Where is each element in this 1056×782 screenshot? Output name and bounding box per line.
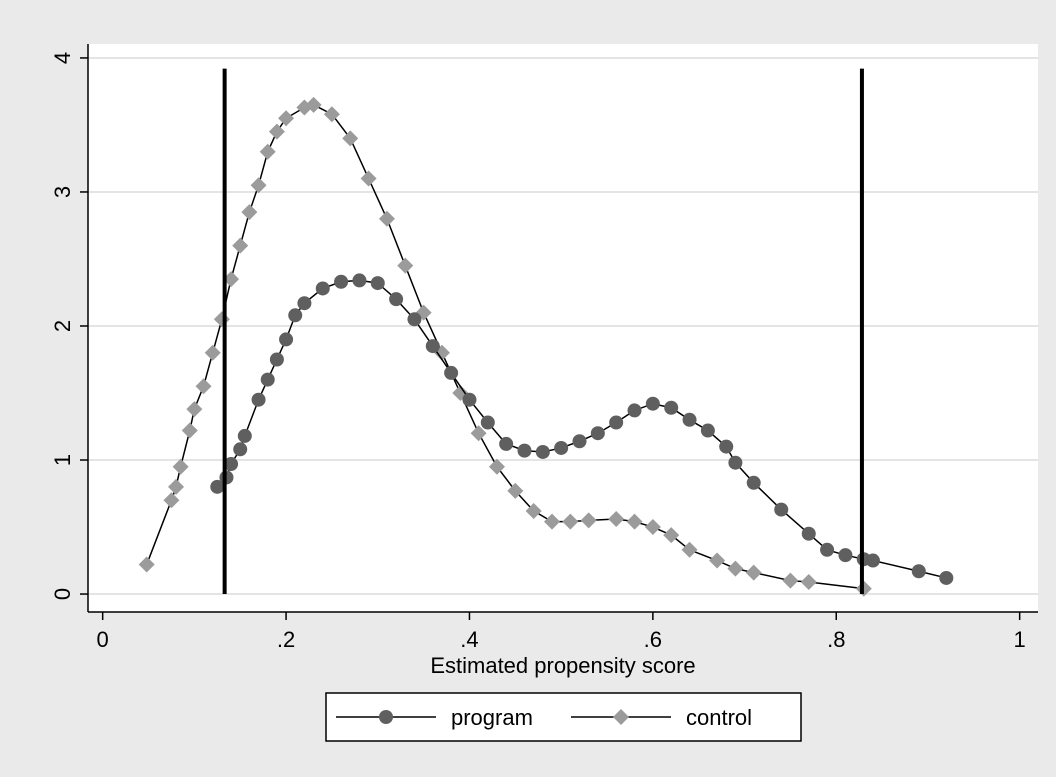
marker <box>232 237 249 254</box>
marker <box>297 296 312 311</box>
marker <box>820 542 835 557</box>
marker <box>800 573 817 590</box>
marker <box>259 143 276 160</box>
x-tick-label: 1 <box>1014 627 1026 652</box>
marker <box>268 123 285 140</box>
x-tick-label: 0 <box>97 627 109 652</box>
marker <box>163 492 180 509</box>
marker <box>562 513 579 530</box>
marker <box>700 423 715 438</box>
marker <box>323 106 340 123</box>
marker <box>210 479 225 494</box>
marker <box>315 281 330 296</box>
x-tick-label: .8 <box>827 627 845 652</box>
x-tick-label: .6 <box>644 627 662 652</box>
marker <box>663 527 680 544</box>
marker <box>801 526 816 541</box>
marker <box>543 513 560 530</box>
y-tick-label: 2 <box>50 320 75 332</box>
marker <box>865 553 880 568</box>
marker <box>444 365 459 380</box>
marker <box>728 455 743 470</box>
marker <box>682 412 697 427</box>
marker <box>370 276 385 291</box>
marker <box>305 96 322 113</box>
marker <box>470 425 487 442</box>
marker <box>507 482 524 499</box>
y-tick-label: 0 <box>50 588 75 600</box>
marker <box>517 443 532 458</box>
marker <box>499 436 514 451</box>
marker <box>719 439 734 454</box>
marker <box>397 257 414 274</box>
marker <box>709 552 726 569</box>
marker <box>172 458 189 475</box>
marker <box>727 560 744 577</box>
legend-label: program <box>451 705 533 730</box>
marker <box>223 271 240 288</box>
marker <box>378 210 395 227</box>
marker <box>360 170 377 187</box>
marker <box>782 572 799 589</box>
marker <box>535 444 550 459</box>
marker <box>279 332 294 347</box>
legend-label: control <box>686 705 752 730</box>
marker <box>745 564 762 581</box>
marker <box>425 339 440 354</box>
marker <box>224 457 239 472</box>
marker <box>241 204 258 221</box>
marker <box>838 548 853 563</box>
marker <box>488 458 505 475</box>
marker <box>342 130 359 147</box>
marker <box>204 344 221 361</box>
marker <box>911 564 926 579</box>
y-tick-label: 4 <box>50 52 75 64</box>
marker <box>181 422 198 439</box>
marker <box>554 440 569 455</box>
marker <box>774 502 789 517</box>
marker <box>251 392 266 407</box>
plot-area <box>88 44 1038 612</box>
marker <box>627 403 642 418</box>
marker <box>278 110 295 127</box>
marker <box>237 428 252 443</box>
marker <box>138 556 155 573</box>
marker <box>168 478 185 495</box>
marker <box>609 415 624 430</box>
marker <box>269 352 284 367</box>
marker <box>525 502 542 519</box>
marker <box>233 442 248 457</box>
marker <box>250 177 267 194</box>
marker <box>195 378 212 395</box>
marker <box>939 570 954 585</box>
marker <box>352 273 367 288</box>
marker <box>288 308 303 323</box>
marker <box>389 292 404 307</box>
marker <box>379 710 393 724</box>
x-axis-label: Estimated propensity score <box>430 653 695 678</box>
marker <box>186 401 203 418</box>
marker <box>644 519 661 536</box>
y-tick-label: 3 <box>50 186 75 198</box>
marker <box>626 513 643 530</box>
marker <box>613 709 629 725</box>
marker <box>681 541 698 558</box>
marker <box>746 475 761 490</box>
x-tick-label: .4 <box>460 627 478 652</box>
marker <box>334 274 349 289</box>
marker <box>590 426 605 441</box>
y-tick-label: 1 <box>50 454 75 466</box>
marker <box>572 434 587 449</box>
marker <box>664 400 679 415</box>
marker <box>580 512 597 529</box>
marker <box>260 372 275 387</box>
x-tick-label: .2 <box>277 627 295 652</box>
marker <box>645 396 660 411</box>
marker <box>480 415 495 430</box>
marker <box>608 510 625 527</box>
marker <box>407 312 422 327</box>
marker <box>462 392 477 407</box>
